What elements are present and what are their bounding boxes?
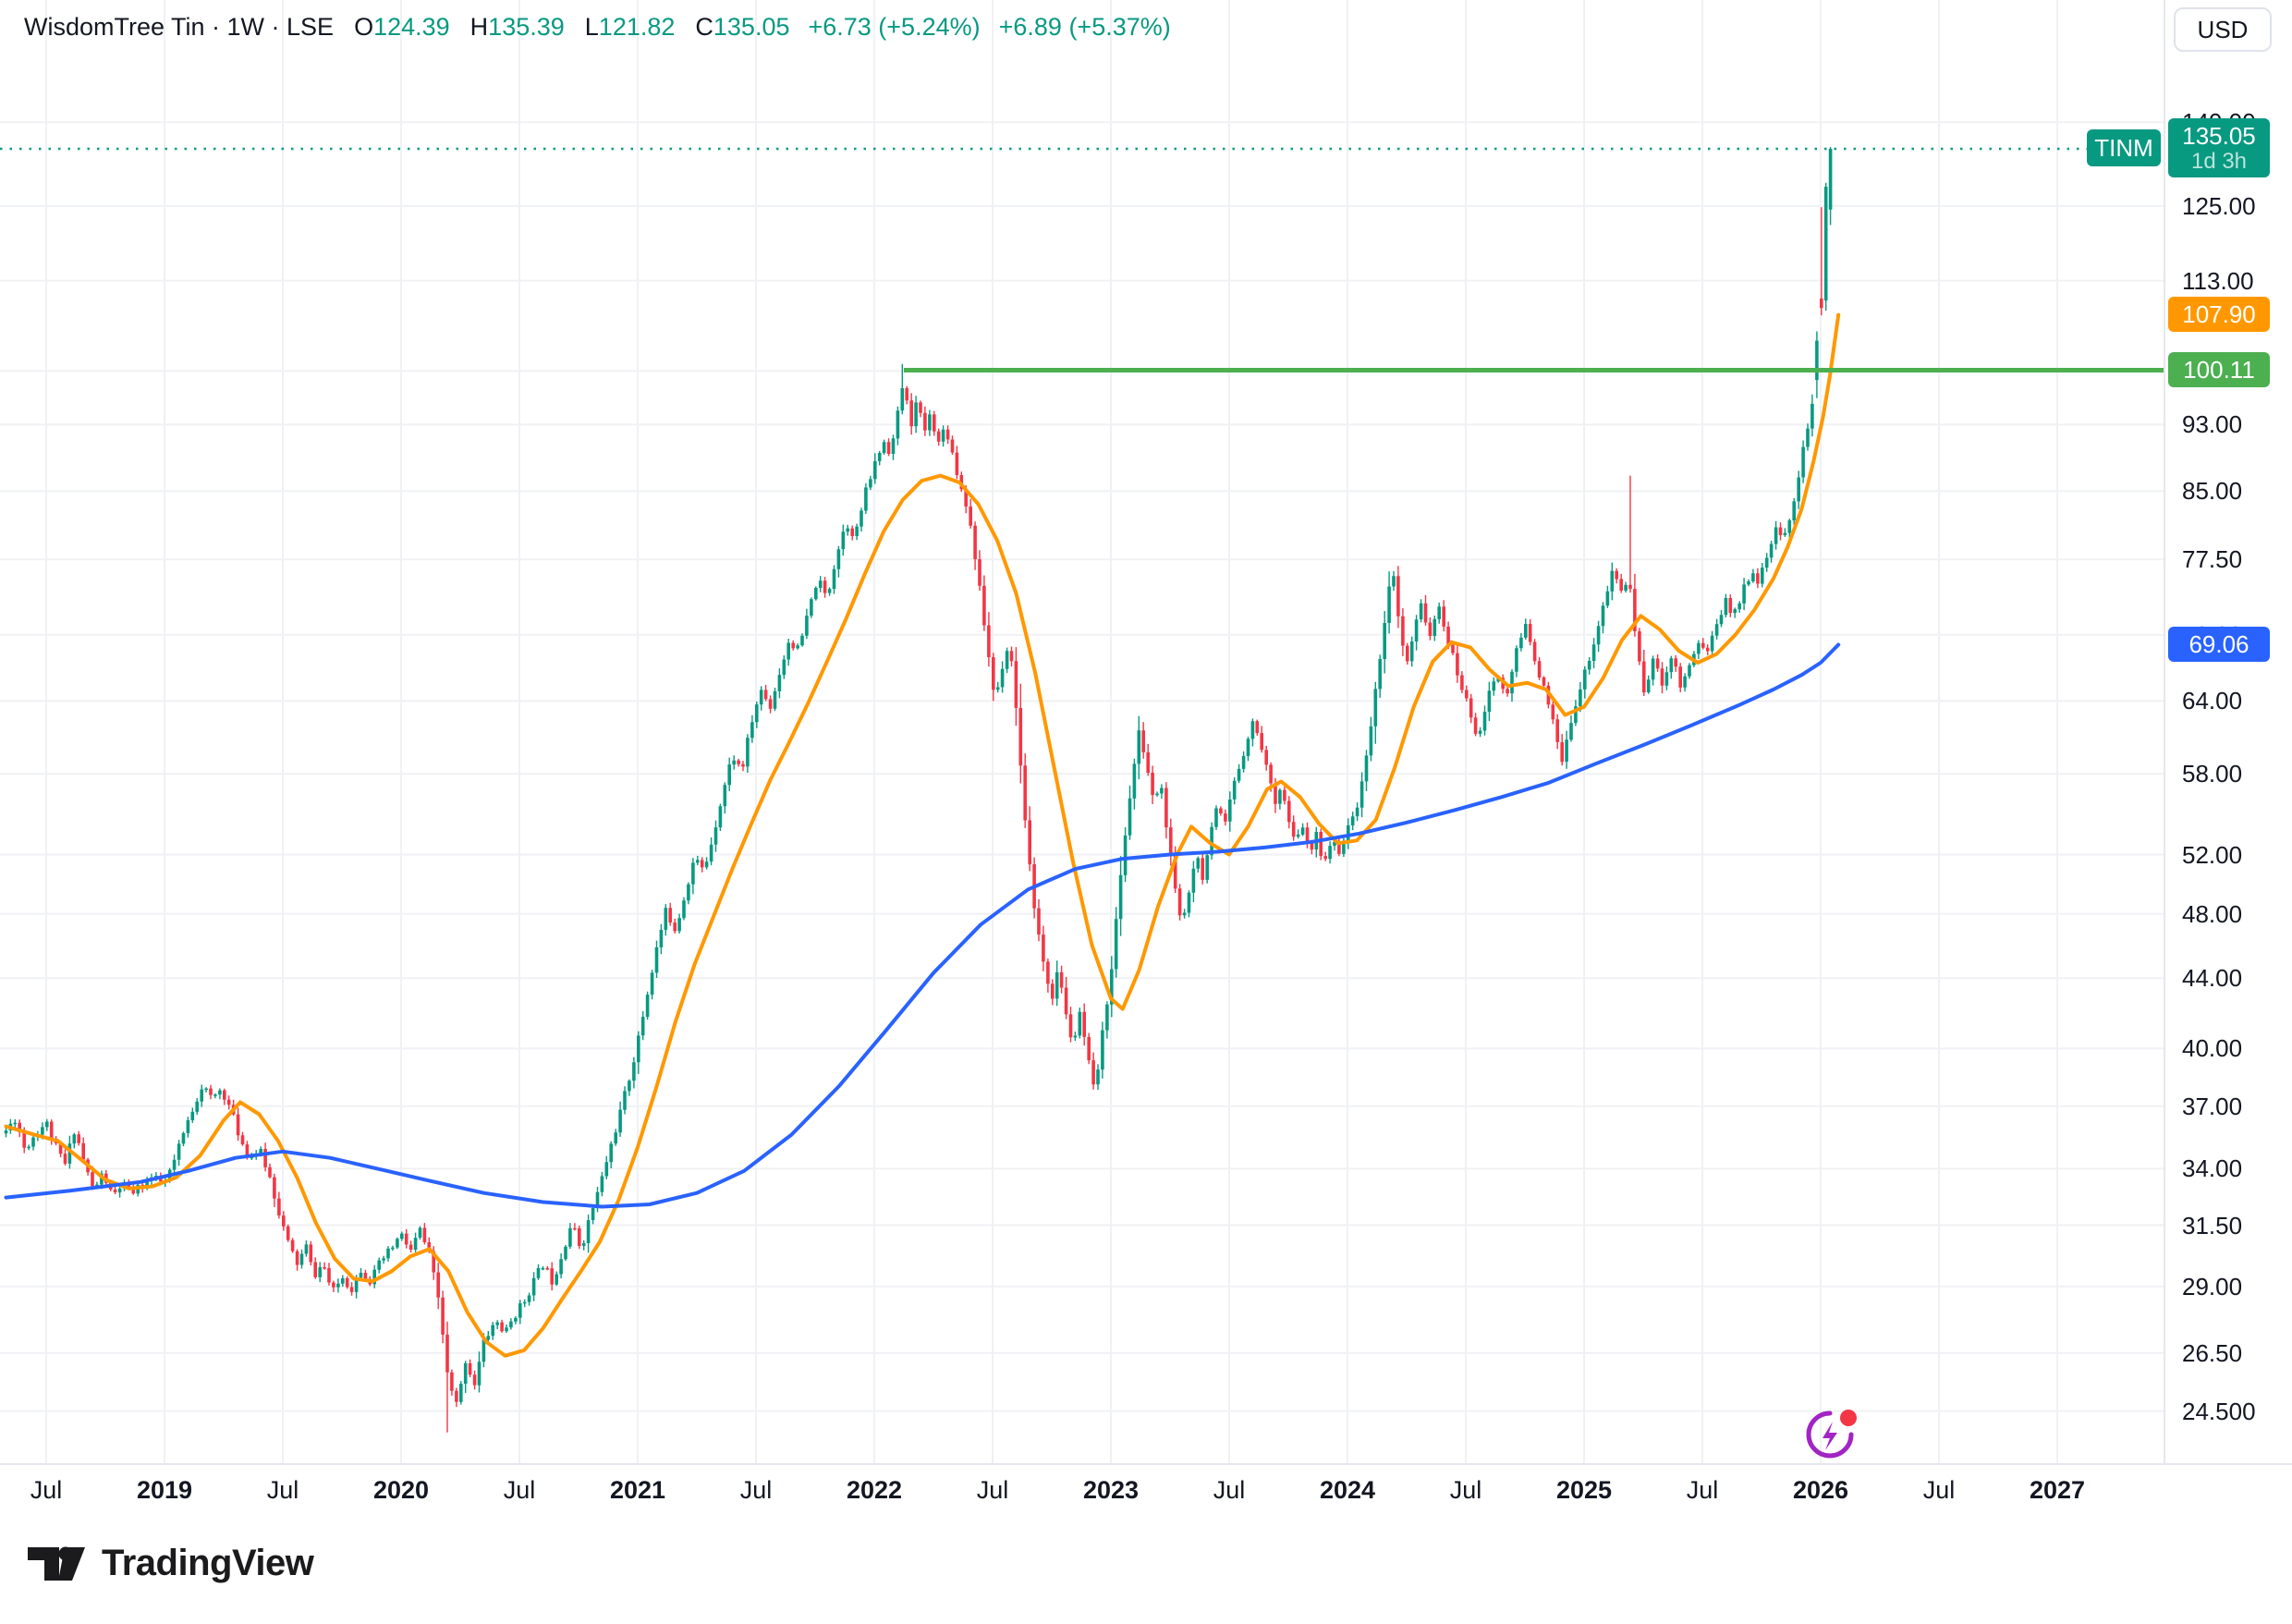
ohlc-low: L121.82 — [584, 12, 676, 41]
symbol-title[interactable]: WisdomTree Tin · 1W · LSE — [24, 12, 335, 41]
time-tick-label: 2024 — [1319, 1476, 1376, 1504]
time-tick-label: 2027 — [2029, 1476, 2086, 1504]
time-scale[interactable]: Jul 2019 Jul 2020 Jul 2021 Jul 2022 Jul 2023 Jul 20… — [0, 1463, 2292, 1519]
bar-countdown: 1d 3h — [2190, 149, 2248, 174]
price-tick-label: 44.00 — [2182, 964, 2243, 993]
tradingview-logo[interactable]: TradingView — [28, 1542, 314, 1584]
change-absolute: +6.73 (+5.24%) — [808, 12, 981, 41]
time-tick-label: Jul — [1213, 1476, 1246, 1504]
ma-slow-price-badge: 69.06 — [2168, 627, 2270, 662]
price-tick-label: 125.00 — [2182, 191, 2256, 220]
ohlc-open: O124.39 — [354, 12, 450, 41]
price-tick-label: 24.500 — [2182, 1397, 2256, 1425]
time-tick-label: Jul — [739, 1476, 773, 1504]
time-tick-label: 2021 — [609, 1476, 666, 1504]
price-tick-label: 29.00 — [2182, 1272, 2243, 1300]
price-tick-label: 48.00 — [2182, 899, 2243, 928]
time-tick-label: 2019 — [136, 1476, 193, 1504]
price-tick-label: 34.00 — [2182, 1154, 2243, 1183]
price-tick-label: 93.00 — [2182, 410, 2243, 439]
price-tick-label: 52.00 — [2182, 840, 2243, 869]
chart-canvas[interactable] — [0, 0, 2164, 1463]
price-tick-label: 77.50 — [2182, 545, 2243, 574]
time-tick-label: 2022 — [846, 1476, 903, 1504]
current-price-value: 135.05 — [2182, 122, 2256, 150]
tradingview-logo-mark — [28, 1546, 85, 1581]
ohlc-close: C135.05 — [695, 12, 790, 41]
currency-button[interactable]: USD — [2174, 7, 2272, 52]
price-tick-label: 26.50 — [2182, 1338, 2243, 1367]
price-tick-label: 31.50 — [2182, 1211, 2243, 1239]
spark-events-icon[interactable] — [1802, 1407, 1858, 1462]
price-tick-label: 64.00 — [2182, 687, 2243, 715]
time-tick-label: Jul — [1449, 1476, 1482, 1504]
time-tick-label: Jul — [503, 1476, 536, 1504]
price-tick-label: 113.00 — [2182, 266, 2254, 295]
price-tick-label: 85.00 — [2182, 477, 2243, 506]
price-tick-label: 40.00 — [2182, 1034, 2243, 1063]
price-tick-label: 58.00 — [2182, 760, 2243, 788]
tradingview-logo-text: TradingView — [102, 1542, 314, 1583]
ohlc-high: H135.39 — [469, 12, 565, 41]
time-tick-label: Jul — [976, 1476, 1009, 1504]
time-tick-label: Jul — [1922, 1476, 1956, 1504]
chart-legend: WisdomTree Tin · 1W · LSE O124.39 H135.3… — [24, 11, 1171, 43]
time-tick-label: 2025 — [1555, 1476, 1613, 1504]
current-price-badge: 135.05 1d 3h — [2168, 118, 2270, 177]
time-tick-label: 2020 — [372, 1476, 430, 1504]
time-tick-label: Jul — [266, 1476, 299, 1504]
price-scale[interactable]: 24.500 26.50 29.00 31.50 34.00 37.00 40.00 44.0… — [2164, 0, 2292, 1463]
level-price-badge: 100.11 — [2168, 352, 2270, 387]
time-tick-label: 2023 — [1082, 1476, 1140, 1504]
symbol-price-label: TINM — [2087, 129, 2161, 166]
price-tick-label: 37.00 — [2182, 1092, 2243, 1120]
change-total: +6.89 (+5.37%) — [998, 12, 1171, 41]
time-tick-label: Jul — [1686, 1476, 1719, 1504]
ma-fast-price-badge: 107.90 — [2168, 297, 2270, 332]
time-tick-label: 2026 — [1792, 1476, 1849, 1504]
time-tick-label: Jul — [30, 1476, 63, 1504]
